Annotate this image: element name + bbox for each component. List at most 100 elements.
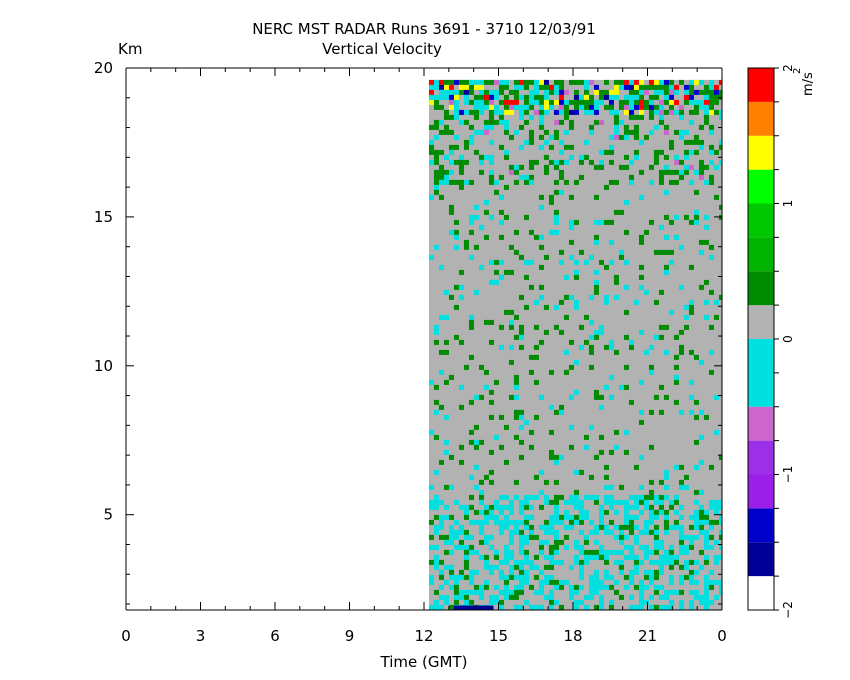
heatmap-cell [558,519,564,525]
heatmap-cell [433,514,439,520]
heatmap-cell [688,89,694,95]
heatmap-cell [433,184,439,190]
heatmap-cell [698,79,704,85]
heatmap-cell [688,84,694,90]
heatmap-cell [573,274,579,280]
heatmap-cell [433,94,439,100]
heatmap-cell [673,519,679,525]
heatmap-cell [608,109,614,115]
heatmap-cell [488,179,494,185]
heatmap-cell [698,174,704,180]
heatmap-cell [568,444,574,450]
heatmap-cell [628,159,634,165]
heatmap-cell [698,169,704,175]
heatmap-cell [438,129,444,135]
heatmap-cell [528,114,534,120]
heatmap-cell [553,84,559,90]
heatmap-cell [708,79,714,85]
heatmap-cell [593,494,599,500]
heatmap-cell [668,589,674,595]
heatmap-cell [578,519,584,525]
heatmap-cell [558,104,564,110]
heatmap-cell [463,244,469,250]
heatmap-cell [523,214,529,220]
heatmap-cell [548,159,554,165]
heatmap-cell [538,469,544,475]
heatmap-cell [483,514,489,520]
heatmap-cell [548,134,554,140]
heatmap-cell [668,94,674,100]
heatmap-cell [688,99,694,105]
heatmap-cell [523,524,529,530]
heatmap-cell [643,84,649,90]
heatmap-cell [478,539,484,545]
heatmap-cell [593,89,599,95]
heatmap-cell [633,104,639,110]
heatmap-cell [608,339,614,345]
heatmap-cell [583,99,589,105]
heatmap-cell [653,334,659,340]
heatmap-cell [688,304,694,310]
heatmap-cell [593,219,599,225]
x-tick-label: 6 [270,627,280,645]
heatmap-cell [518,104,524,110]
heatmap-cell [503,549,509,555]
heatmap-cell [533,379,539,385]
heatmap-cell [678,514,684,520]
heatmap-cell [593,574,599,580]
heatmap-cell [663,264,669,270]
heatmap-cell [628,529,634,535]
heatmap-cell [458,339,464,345]
heatmap-cell [633,84,639,90]
heatmap-cell [508,554,514,560]
heatmap-cell [453,159,459,165]
heatmap-cell [668,89,674,95]
heatmap-cell [573,604,579,610]
heatmap-cell [463,179,469,185]
heatmap-cell [703,559,709,565]
heatmap-cell [688,349,694,355]
heatmap-cell [493,269,499,275]
heatmap-cell [523,534,529,540]
heatmap-cell [518,539,524,545]
heatmap-cell [718,214,722,220]
heatmap-cell [658,409,664,415]
heatmap-cell [573,589,579,595]
heatmap-cell [508,109,514,115]
heatmap-cell [483,154,489,160]
heatmap-cell [428,544,434,550]
heatmap-cell [598,394,604,400]
heatmap-cell [513,169,519,175]
heatmap-cell [498,219,504,225]
heatmap-cell [453,94,459,100]
heatmap-cell [548,144,554,150]
heatmap-cell [688,309,694,315]
heatmap-cell [508,509,514,515]
heatmap-cell [488,109,494,115]
heatmap-cell [628,84,634,90]
heatmap-cell [508,359,514,365]
heatmap-cell [598,504,604,510]
heatmap-cell [543,524,549,530]
heatmap-cell [513,129,519,135]
heatmap-cell [608,604,614,610]
heatmap-cell [428,149,434,155]
heatmap-cell [683,564,689,570]
heatmap-cell [483,584,489,590]
heatmap-cell [718,584,722,590]
heatmap-cell [708,89,714,95]
heatmap-cell [523,419,529,425]
heatmap-cell [438,164,444,170]
heatmap-cell [463,94,469,100]
heatmap-cell [628,574,634,580]
heatmap-cell [553,539,559,545]
heatmap-cell [563,89,569,95]
heatmap-cell [513,529,519,535]
heatmap-cell [608,89,614,95]
heatmap-cell [573,389,579,395]
heatmap-cell [498,324,504,330]
heatmap-cell [648,594,654,600]
heatmap-cell [518,324,524,330]
heatmap-cell [643,289,649,295]
heatmap-cell [648,529,654,535]
